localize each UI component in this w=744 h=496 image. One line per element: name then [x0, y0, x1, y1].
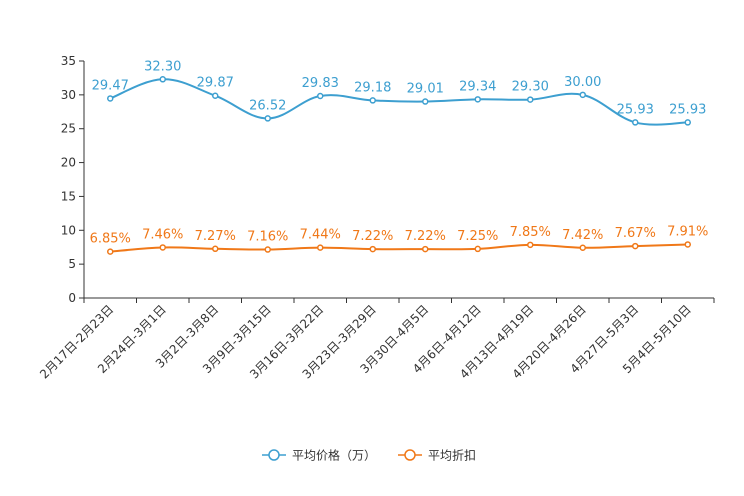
data-point — [632, 242, 639, 250]
legend-marker-icon — [268, 449, 280, 461]
legend[interactable]: 平均价格（万） 平均折扣 — [262, 448, 476, 463]
data-label: 7.22% — [405, 229, 446, 244]
data-point — [107, 95, 114, 102]
data-label: 25.93 — [617, 102, 654, 117]
data-label: 29.18 — [354, 80, 391, 95]
data-point — [264, 246, 271, 253]
data-point — [684, 241, 691, 248]
data-point — [474, 245, 481, 253]
y-tick-label: 25 — [61, 122, 76, 136]
data-point — [474, 96, 481, 103]
data-label: 7.27% — [195, 229, 236, 244]
data-point — [527, 241, 534, 249]
legend-label: 平均折扣 — [428, 448, 476, 463]
series-layer: 29.47 32.30 29.87 26.52 29.83 29.18 29.01 29.34… — [90, 59, 708, 255]
y-tick-label: 35 — [61, 54, 76, 68]
data-label: 7.25% — [457, 229, 498, 244]
y-tick-label: 20 — [61, 156, 76, 170]
data-point — [159, 76, 166, 83]
data-point — [264, 115, 271, 122]
data-point — [527, 96, 534, 103]
y-tick-label: 5 — [68, 257, 76, 271]
y-tick-label: 0 — [68, 291, 76, 305]
data-point — [212, 92, 219, 99]
series-0: 29.47 32.30 29.87 26.52 29.83 29.18 29.01 29.34… — [92, 59, 706, 126]
y-tick-label: 30 — [61, 88, 76, 102]
series-1: 6.85% 7.46% 7.27% 7.16% 7.44% 7.22% 7.22% 7.25%… — [90, 224, 708, 255]
data-label: 29.87 — [197, 76, 234, 91]
data-label: 29.34 — [459, 79, 496, 94]
series-line — [109, 78, 688, 126]
data-label: 7.67% — [615, 226, 656, 241]
series-line — [110, 243, 688, 253]
data-label: 7.44% — [300, 228, 341, 243]
data-point — [107, 248, 114, 255]
data-label: 7.16% — [247, 230, 288, 245]
data-label: 26.52 — [249, 98, 286, 113]
data-label: 29.30 — [512, 80, 549, 95]
data-point — [579, 91, 586, 99]
data-label: 29.83 — [302, 76, 339, 91]
data-point — [159, 244, 166, 251]
data-label: 7.42% — [562, 228, 603, 243]
data-label: 7.46% — [142, 227, 183, 242]
y-tick-label: 10 — [61, 223, 76, 237]
axes: 051015202530352月17日-2月23日2月24日-3月1日3月2日-… — [37, 54, 715, 382]
data-label: 7.85% — [510, 225, 551, 240]
data-label: 7.91% — [667, 224, 708, 239]
data-label: 7.22% — [352, 229, 393, 244]
legend-item-0[interactable]: 平均价格（万） — [262, 448, 376, 463]
y-tick-label: 15 — [61, 189, 76, 203]
data-point — [317, 92, 324, 100]
data-point — [684, 119, 691, 126]
data-point — [422, 245, 429, 253]
data-label: 6.85% — [90, 232, 131, 247]
data-label: 25.93 — [669, 102, 706, 117]
data-point — [579, 244, 586, 252]
data-point — [212, 245, 219, 253]
data-point — [632, 119, 639, 126]
data-label: 32.30 — [144, 59, 181, 74]
legend-label: 平均价格（万） — [292, 448, 376, 463]
data-point — [369, 245, 376, 253]
data-point — [422, 98, 429, 105]
data-label: 30.00 — [564, 75, 601, 90]
data-label: 29.47 — [92, 78, 129, 93]
data-point — [317, 244, 324, 251]
legend-marker-icon — [404, 449, 416, 461]
data-label: 29.01 — [407, 82, 444, 97]
data-point — [369, 97, 376, 104]
legend-item-1[interactable]: 平均折扣 — [398, 448, 476, 463]
